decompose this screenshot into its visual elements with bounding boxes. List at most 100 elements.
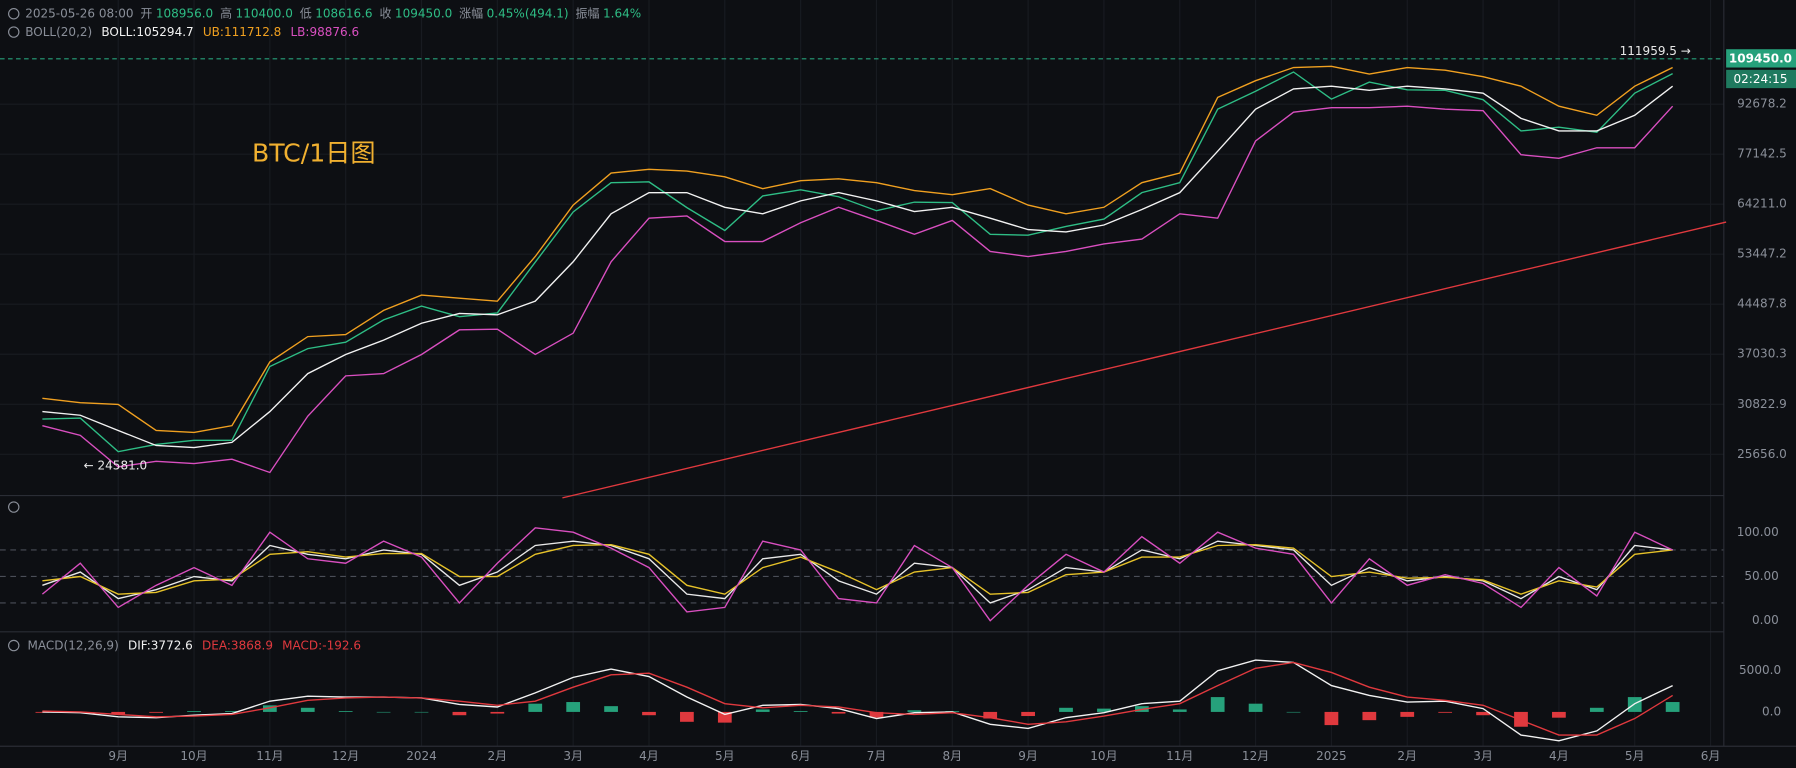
series-line bbox=[42, 544, 1673, 595]
histogram-bar bbox=[111, 711, 126, 715]
collapse-icon[interactable] bbox=[8, 8, 20, 20]
series-line bbox=[41, 527, 1673, 622]
value: 108616.6 bbox=[315, 6, 372, 20]
price-tag bbox=[1726, 49, 1796, 68]
label: 开 bbox=[140, 6, 152, 20]
histogram-bar bbox=[1514, 711, 1528, 727]
x-tick-label: 2月 bbox=[1397, 749, 1417, 763]
x-tick-label: 11月 bbox=[256, 749, 283, 763]
label: 高 bbox=[220, 5, 232, 20]
y-tick-label: 0.0 bbox=[1762, 704, 1781, 718]
x-tick-label: 11月 bbox=[1166, 749, 1193, 763]
x-tick-label: 12月 bbox=[332, 749, 359, 763]
chart-title: BTC/1日图 bbox=[252, 139, 376, 168]
y-tick-label: 100.00 bbox=[1737, 525, 1779, 539]
x-tick-label: 10月 bbox=[1090, 749, 1117, 763]
label: 收 bbox=[379, 6, 391, 20]
macd-dea: DEA:3868.9 bbox=[202, 638, 273, 652]
x-tick-label: 3月 bbox=[1473, 749, 1493, 763]
price-tag-label: 109450.0 bbox=[1729, 51, 1792, 65]
histogram-bar bbox=[1400, 711, 1415, 717]
collapse-icon[interactable] bbox=[8, 501, 20, 513]
x-tick-label: 2025 bbox=[1316, 749, 1347, 763]
boll-header: BOLL(20,2) BOLL:105294.7 UB:111712.8 LB:988… bbox=[25, 25, 359, 39]
boll-ub: UB:111712.8 bbox=[203, 25, 281, 39]
boll-mid: BOLL:105294.7 bbox=[101, 25, 193, 39]
label: 振幅 bbox=[575, 5, 599, 20]
plot-area bbox=[0, 58, 1724, 742]
histogram-bar bbox=[1589, 707, 1604, 712]
histogram-bar bbox=[755, 709, 770, 712]
histogram-bar bbox=[1324, 711, 1339, 726]
histogram-bar bbox=[1286, 711, 1301, 713]
y-tick-label: 92678.2 bbox=[1737, 97, 1787, 111]
macd-value: MACD:-192.6 bbox=[282, 638, 361, 652]
datetime: 2025-05-26 08:00 bbox=[25, 6, 133, 20]
histogram-bar bbox=[414, 711, 429, 713]
histogram-bar bbox=[1172, 709, 1187, 712]
series-line bbox=[42, 105, 1674, 474]
x-tick-label: 4月 bbox=[1549, 749, 1569, 763]
histogram-bar bbox=[793, 711, 808, 712]
y-tick-label: 5000.0 bbox=[1739, 663, 1781, 677]
histogram-bar bbox=[187, 711, 201, 712]
x-tick-label: 12月 bbox=[1242, 749, 1269, 763]
histogram-bar bbox=[149, 711, 163, 713]
histogram-bar bbox=[225, 711, 239, 712]
label: 涨幅 bbox=[459, 5, 483, 20]
histogram-bar bbox=[452, 711, 467, 716]
histogram-bar bbox=[1021, 711, 1035, 717]
y-tick-label: 50.00 bbox=[1744, 569, 1778, 583]
indicator-name: MACD(12,26,9) bbox=[27, 638, 118, 652]
x-tick-label: 10月 bbox=[180, 749, 207, 763]
value: 108956.0 bbox=[156, 6, 213, 20]
y-tick-label: 25656.0 bbox=[1737, 447, 1787, 461]
value: 109450.0 bbox=[395, 6, 452, 20]
histogram-bar bbox=[528, 703, 543, 712]
y-tick-label: 64211.0 bbox=[1737, 197, 1787, 211]
histogram-bar bbox=[1097, 708, 1111, 712]
series-line bbox=[42, 540, 1673, 604]
x-tick-label: 3月 bbox=[563, 749, 583, 763]
histogram-bar bbox=[1476, 711, 1490, 716]
histogram-bar bbox=[490, 711, 505, 714]
collapse-icon[interactable] bbox=[8, 639, 20, 652]
histogram-bar bbox=[1665, 702, 1680, 712]
x-tick-label: 9月 bbox=[1018, 749, 1038, 763]
x-tick-label: 6月 bbox=[1701, 749, 1721, 763]
series-line bbox=[42, 85, 1674, 449]
histogram-bar bbox=[1248, 703, 1263, 712]
series-line bbox=[42, 661, 1673, 736]
macd-header: MACD(12,26,9) DIF:3772.6 DEA:3868.9 MACD:-1… bbox=[27, 638, 361, 652]
histogram-bar bbox=[983, 711, 998, 719]
series-line bbox=[42, 65, 1673, 434]
histogram-bar bbox=[566, 702, 581, 712]
value: 0.45%(494.1) bbox=[487, 6, 569, 20]
histogram-bar bbox=[680, 711, 694, 722]
histogram-bar bbox=[831, 711, 846, 714]
y-tick-label: 77142.5 bbox=[1737, 147, 1787, 161]
x-tick-label: 5月 bbox=[1625, 749, 1645, 763]
x-tick-label: 2024 bbox=[406, 749, 437, 763]
y-tick-label: 53447.2 bbox=[1737, 247, 1787, 261]
label: 低 bbox=[300, 6, 312, 20]
ohlc-header: 2025-05-26 08:00 开 108956.0 高 110400.0 低 10861… bbox=[25, 5, 641, 20]
histogram-bar bbox=[1438, 711, 1453, 713]
histogram-bar bbox=[869, 711, 884, 718]
histogram-bar bbox=[907, 710, 922, 712]
collapse-icon[interactable] bbox=[8, 26, 20, 38]
histogram-bar bbox=[1210, 697, 1225, 712]
countdown: 02:24:15 bbox=[1733, 72, 1787, 86]
y-tick-label: 44487.8 bbox=[1737, 297, 1787, 311]
y-tick-label: 37030.3 bbox=[1737, 347, 1787, 361]
x-tick-label: 8月 bbox=[942, 749, 962, 763]
histogram-bar bbox=[717, 711, 732, 723]
histogram-bar bbox=[642, 711, 656, 716]
histogram-bar bbox=[338, 711, 353, 712]
x-tick-label: 4月 bbox=[639, 749, 659, 763]
histogram-bar bbox=[1552, 711, 1566, 718]
histogram-bar bbox=[262, 705, 277, 712]
value: 110400.0 bbox=[236, 6, 293, 20]
